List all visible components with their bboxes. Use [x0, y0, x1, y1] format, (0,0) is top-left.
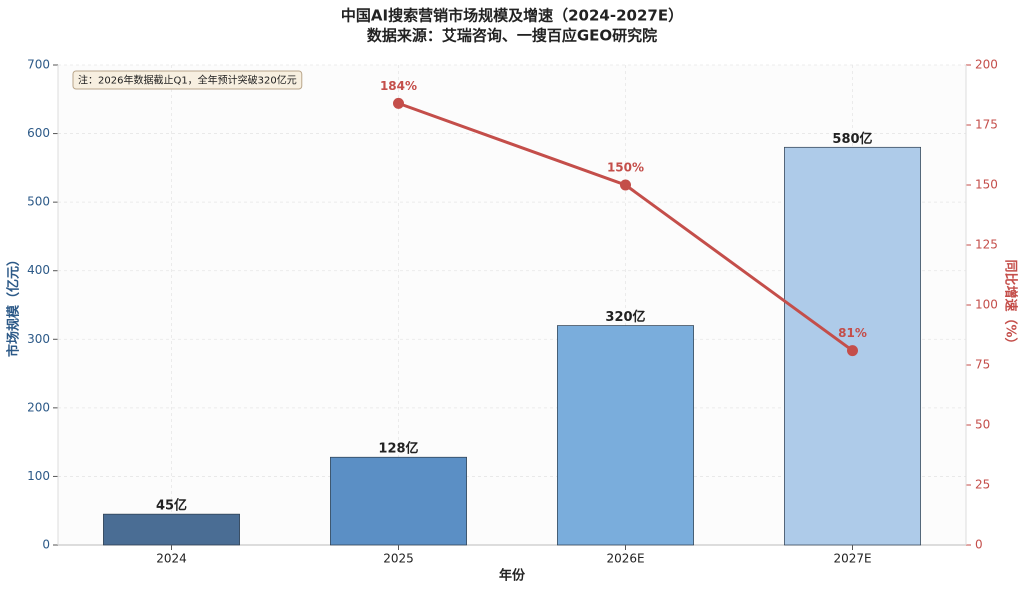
bar-value-label: 580亿	[832, 131, 872, 147]
y2-tick-label: 125	[975, 238, 998, 252]
y-tick-label: 400	[27, 263, 50, 277]
annotation-box	[72, 70, 303, 90]
x-tick-label: 2024	[156, 552, 187, 566]
y2-tick-label: 200	[975, 58, 998, 72]
line-point	[620, 179, 631, 191]
y-tick-label: 0	[42, 538, 50, 552]
x-tick-label: 2027E	[833, 552, 871, 566]
y2-tick-label: 75	[975, 358, 990, 372]
line-point	[393, 97, 404, 109]
y2-tick-label: 50	[975, 418, 990, 432]
line-value-label: 81%	[838, 326, 867, 340]
bar-value-label: 45亿	[156, 498, 187, 514]
annotation: 注：2026年数据截止Q1，全年预计突破320亿元	[78, 74, 297, 87]
bar-value-label: 128亿	[378, 441, 418, 457]
y2-axis-label: 同比增速（%）	[1003, 259, 1019, 350]
line-value-label: 150%	[607, 161, 644, 175]
y-tick-label: 600	[27, 126, 50, 140]
y2-tick-label: 25	[975, 478, 990, 492]
y-axis-label: 市场规模（亿元）	[6, 253, 22, 357]
line-point	[847, 345, 858, 357]
y-tick-label: 300	[27, 332, 50, 346]
y2-tick-label: 175	[975, 118, 998, 132]
y2-tick-label: 150	[975, 178, 998, 192]
y2-tick-label: 100	[975, 298, 998, 312]
bar-value-label: 320亿	[605, 309, 645, 325]
bar	[103, 513, 240, 546]
plot-layer: 0 100 200 300 400 500 600 700 0 25 50 75 100 125 150 17…	[27, 58, 998, 566]
y-tick-label: 500	[27, 195, 50, 209]
bar	[557, 325, 694, 546]
y-tick-label: 700	[27, 58, 50, 72]
x-tick-label: 2026E	[606, 552, 644, 566]
chart-subtitle: 数据来源：艾瑞咨询、一搜百应GEO研究院	[367, 27, 657, 45]
y2-tick-label: 0	[975, 538, 983, 552]
y-tick-label: 100	[27, 469, 50, 483]
x-axis-label: 年份	[499, 568, 526, 584]
bar	[330, 456, 467, 546]
line-value-label: 184%	[380, 79, 417, 93]
chart-title: 中国AI搜索营销市场规模及增速（2024-2027E）	[341, 7, 683, 25]
y-tick-label: 200	[27, 400, 50, 414]
x-tick-label: 2025	[383, 552, 414, 566]
